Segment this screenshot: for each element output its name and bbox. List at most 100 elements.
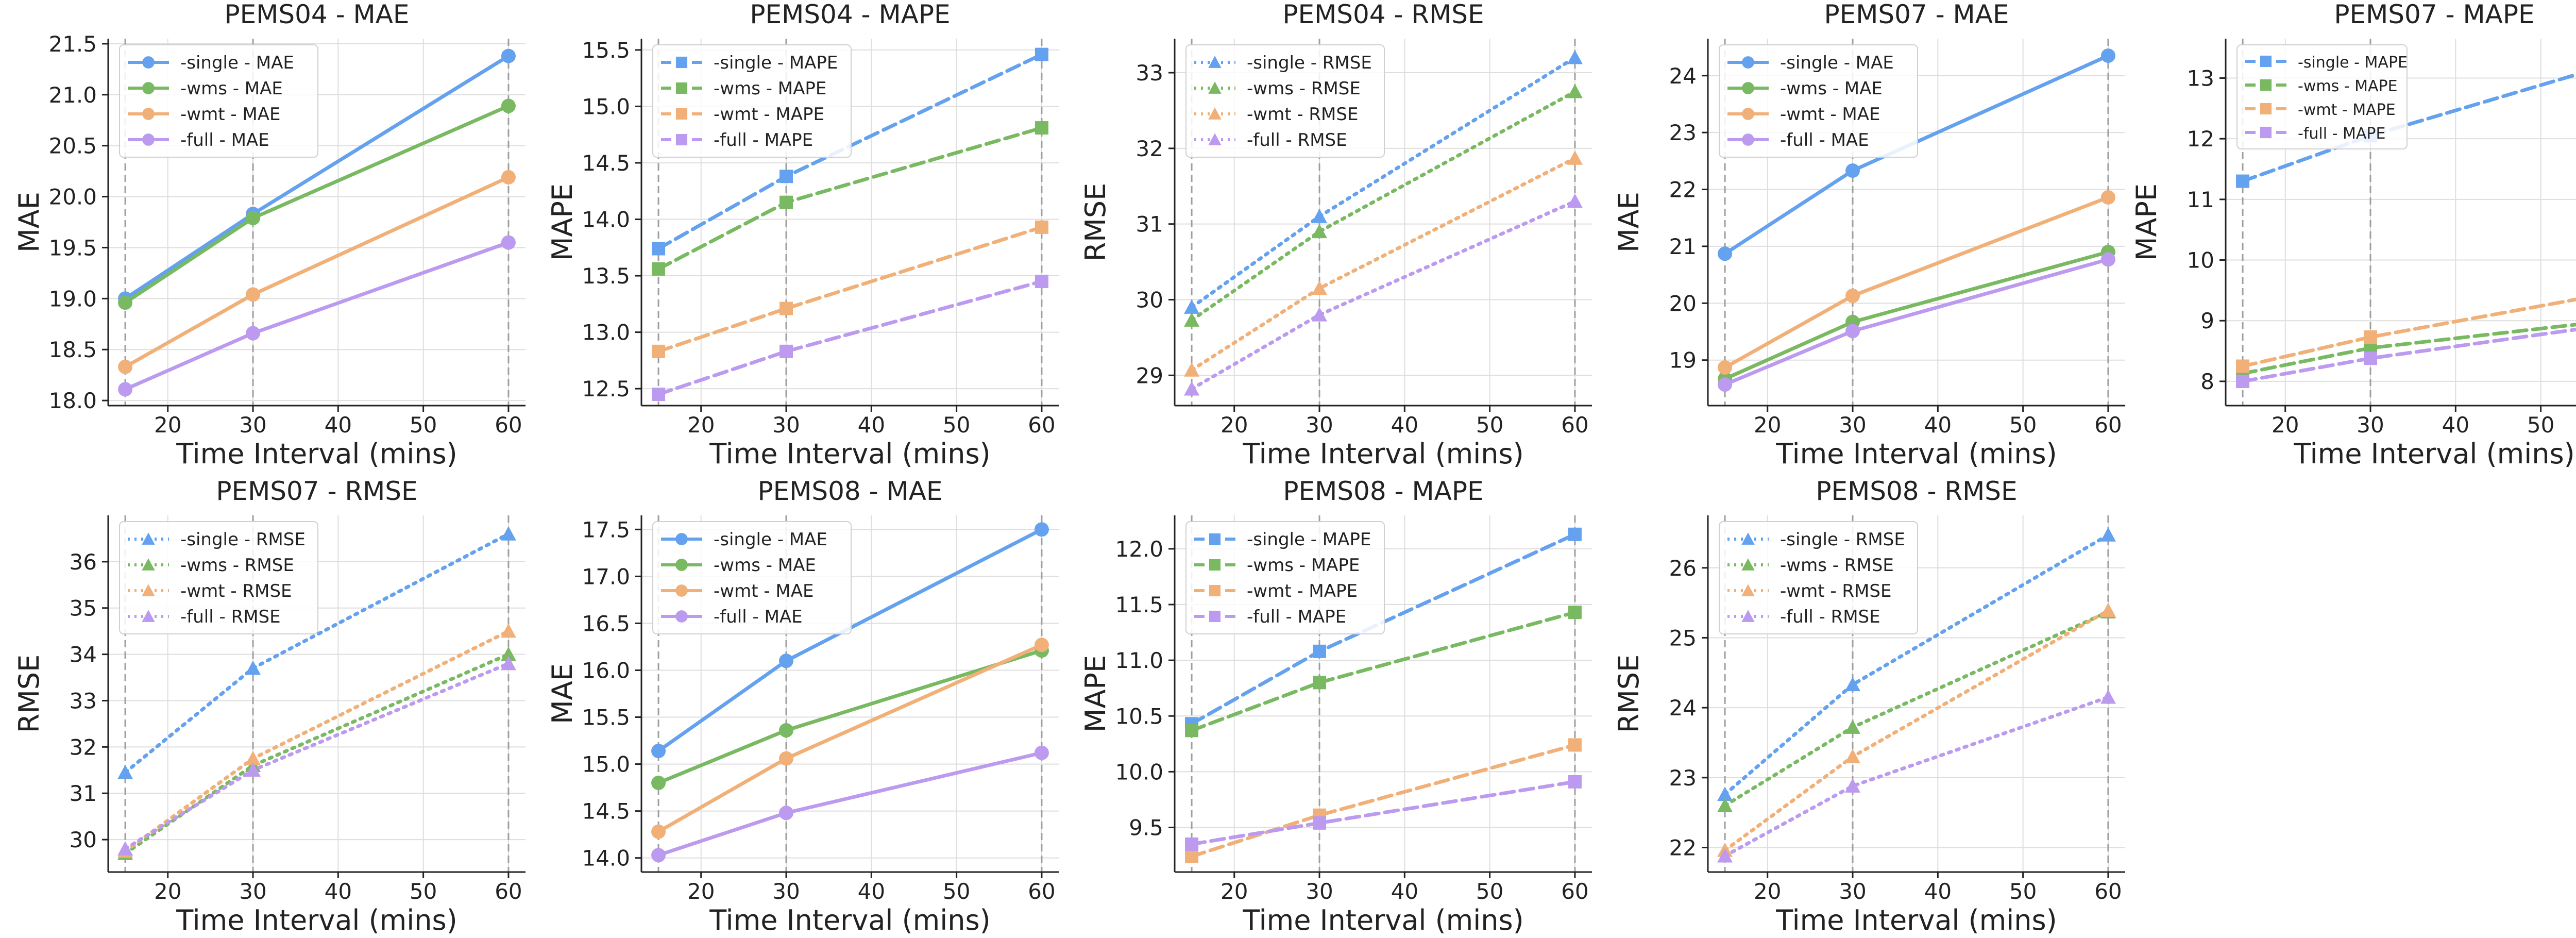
chart-title: PEMS07 - RMSE <box>216 476 417 506</box>
legend-label: -wms - MAE <box>714 555 816 576</box>
data-point-single <box>1312 208 1328 223</box>
y-tick-label: 20.0 <box>48 185 97 210</box>
x-tick-label: 20 <box>154 879 181 904</box>
series-wms <box>117 646 516 860</box>
x-tick-label: 50 <box>1476 879 1503 904</box>
y-tick-label: 16.0 <box>582 658 630 683</box>
y-tick-label: 26 <box>1669 556 1697 581</box>
data-point-wms <box>500 646 516 661</box>
series-line-wmt <box>1190 743 1577 859</box>
x-tick-label: 60 <box>1561 412 1588 438</box>
legend-box <box>1719 44 1918 158</box>
legend-label: -wms - MAPE <box>1247 555 1360 576</box>
x-axis-label: Time Interval (mins) <box>1242 438 1523 470</box>
y-tick-label: 11.5 <box>1115 592 1163 617</box>
x-tick-label: 40 <box>1391 412 1418 438</box>
data-point-wmt <box>652 344 666 358</box>
y-axis-label: RMSE <box>1613 655 1645 733</box>
legend-box <box>119 521 318 634</box>
legend-marker-wmt <box>1742 108 1754 120</box>
data-point-full <box>651 848 666 863</box>
legend-label: -wms - RMSE <box>1247 78 1361 99</box>
y-tick-label: 14.0 <box>582 207 630 232</box>
data-point-wmt <box>1845 288 1860 303</box>
legend-marker-single <box>675 56 688 69</box>
legend-label: -wmt - MAE <box>1780 104 1880 125</box>
legend-box <box>652 44 852 158</box>
data-point-wmt <box>1568 738 1582 752</box>
legend-box <box>1185 44 1385 158</box>
data-point-full <box>117 841 133 856</box>
data-point-full <box>118 382 133 397</box>
legend-marker-full <box>675 133 688 146</box>
data-point-wms <box>246 211 261 226</box>
legend-label: -wmt - RMSE <box>180 581 292 601</box>
y-tick-label: 35 <box>70 596 97 621</box>
legend: -single - MAE -wms - MAE -wmt - MAE -full -… <box>1719 44 1918 158</box>
legend-marker-full <box>1209 610 1221 623</box>
x-tick-label: 60 <box>1028 879 1055 904</box>
data-point-wmt <box>651 824 666 839</box>
data-point-wmt <box>2364 330 2378 344</box>
data-point-full <box>1567 193 1583 208</box>
chart-title: PEMS04 - RMSE <box>1282 0 1484 29</box>
legend-label: -wms - MAE <box>1780 78 1883 99</box>
series-line-wmt <box>123 629 511 853</box>
data-point-single <box>500 526 516 541</box>
data-point-wms <box>1568 606 1582 619</box>
y-tick-label: 10.5 <box>1115 703 1163 729</box>
x-tick-label: 50 <box>943 412 970 438</box>
series-full <box>118 235 516 397</box>
data-point-wmt <box>246 287 261 302</box>
data-point-single <box>501 48 516 63</box>
y-tick-label: 21.0 <box>48 82 97 108</box>
data-point-single <box>1035 47 1048 61</box>
data-point-wmt <box>779 751 794 766</box>
data-point-wms <box>651 776 666 790</box>
y-tick-label: 13.0 <box>582 320 630 345</box>
legend-marker-wmt <box>142 108 155 120</box>
y-tick-label: 17.5 <box>582 517 630 542</box>
data-point-wmt <box>1567 150 1583 165</box>
x-tick-label: 20 <box>154 412 181 438</box>
chart-9: 20 30 40 50 60 22 23 24 25 26 PEMS08 - RMSE Time In… <box>1613 476 2125 936</box>
data-point-full <box>1185 837 1199 851</box>
y-tick-label: 29 <box>1136 363 1163 388</box>
legend-box <box>1719 521 1918 634</box>
x-tick-label: 40 <box>2442 412 2469 438</box>
series-line-wmt <box>656 225 1044 354</box>
y-tick-label: 30 <box>1136 287 1163 312</box>
series-line-wmt <box>123 175 511 369</box>
x-tick-label: 20 <box>687 879 715 904</box>
y-tick-label: 21.5 <box>48 31 97 57</box>
legend-box <box>652 521 852 634</box>
x-tick-label: 60 <box>2094 879 2122 904</box>
legend: -single - RMSE -wms - RMSE -wmt - RMSE -ful… <box>119 521 318 634</box>
legend-label: -single - MAE <box>714 529 827 550</box>
data-point-single <box>779 654 794 668</box>
x-tick-label: 40 <box>1924 412 1952 438</box>
data-point-wms <box>1184 312 1200 327</box>
legend-label: -single - MAPE <box>2298 54 2408 72</box>
series-single <box>652 47 1048 256</box>
legend-marker-wms <box>142 558 155 571</box>
series-single <box>651 522 1049 759</box>
series-line-full <box>1723 695 2110 858</box>
chart-4: 20 30 40 50 60 19 20 21 22 23 24 PEMS07 - MAE Time I… <box>1613 0 2125 470</box>
y-axis-label: MAPE <box>546 183 579 261</box>
data-point-wmt <box>2236 359 2250 373</box>
legend-label: -full - MAE <box>180 130 269 150</box>
x-tick-label: 20 <box>1221 412 1248 438</box>
legend-marker-wmt <box>2260 103 2272 115</box>
legend-marker-wmt <box>675 584 688 597</box>
data-point-single <box>2100 527 2116 542</box>
legend-label: -single - MAE <box>180 53 294 73</box>
data-point-full <box>1568 775 1582 789</box>
x-tick-label: 20 <box>687 412 715 438</box>
data-point-full <box>1718 377 1733 392</box>
x-tick-label: 30 <box>1306 879 1333 904</box>
y-axis-label: MAE <box>1613 192 1645 253</box>
series-single <box>1184 49 1583 314</box>
series-wmt <box>1184 150 1583 377</box>
